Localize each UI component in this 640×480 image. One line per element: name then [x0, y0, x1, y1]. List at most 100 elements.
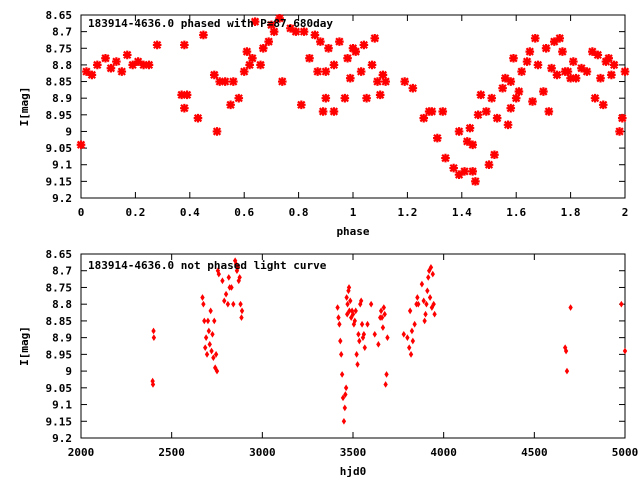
data-point — [423, 310, 428, 318]
plot-frame — [80, 253, 626, 439]
data-point — [379, 314, 385, 321]
data-point — [239, 67, 249, 76]
data-point — [235, 264, 241, 271]
data-point — [343, 391, 348, 398]
data-point — [382, 310, 387, 318]
data-point — [348, 297, 353, 305]
data-point — [203, 334, 209, 341]
data-point — [375, 90, 385, 100]
data-point — [214, 367, 220, 375]
chart-title: 183914-4636.0 phased with P=87.680day — [88, 17, 333, 30]
data-point — [316, 37, 325, 46]
data-point — [588, 47, 597, 56]
x-tick-label: 1.4 — [452, 206, 472, 219]
data-point — [222, 297, 227, 305]
data-point — [101, 53, 110, 63]
y-tick-label: 9.15 — [46, 175, 73, 188]
data-point — [245, 60, 254, 70]
data-point — [376, 340, 381, 348]
data-point — [415, 294, 420, 301]
data-point — [419, 113, 429, 123]
data-point — [498, 83, 507, 93]
data-point — [344, 294, 349, 301]
data-point — [577, 63, 586, 73]
x-tick-label: 3000 — [249, 446, 276, 459]
data-point — [514, 87, 524, 96]
data-point — [380, 324, 386, 331]
data-point — [215, 77, 225, 86]
x-tick-label: 2000 — [68, 446, 95, 459]
data-point — [429, 304, 435, 311]
data-point — [384, 371, 389, 378]
data-point — [571, 73, 581, 83]
data-point — [378, 307, 384, 315]
y-tick-label: 8.8 — [52, 298, 72, 311]
data-point — [381, 304, 387, 311]
data-point — [481, 107, 491, 116]
data-point — [566, 73, 575, 83]
data-point — [356, 67, 366, 76]
data-point — [82, 67, 91, 76]
data-point — [593, 50, 603, 60]
data-point — [213, 364, 218, 372]
data-point — [357, 337, 362, 345]
data-point — [622, 347, 628, 355]
data-point — [321, 67, 331, 76]
y-axis-label: I[mag] — [18, 87, 31, 127]
x-tick-label: 0.4 — [180, 206, 200, 219]
data-point — [345, 300, 350, 308]
y-tick-label: 8.7 — [52, 26, 72, 39]
data-point — [122, 50, 132, 60]
data-point — [250, 17, 260, 26]
data-point — [239, 314, 244, 321]
data-point — [291, 27, 301, 36]
data-point — [335, 304, 340, 311]
data-point — [509, 53, 518, 63]
data-point — [365, 320, 370, 328]
data-point — [405, 334, 410, 341]
data-point — [549, 37, 559, 46]
data-point — [530, 33, 540, 43]
data-point — [522, 57, 532, 66]
data-point — [313, 67, 322, 76]
data-point — [569, 57, 578, 66]
data-point — [229, 284, 234, 291]
data-point — [383, 381, 388, 388]
data-point — [378, 70, 388, 80]
data-point — [558, 47, 567, 56]
data-point — [361, 330, 367, 338]
data-point — [199, 30, 208, 40]
data-point — [310, 30, 320, 40]
data-point — [299, 27, 309, 36]
data-point — [343, 384, 349, 392]
data-point — [208, 307, 213, 315]
data-point — [150, 381, 156, 388]
data-point — [367, 60, 377, 70]
data-point — [201, 300, 206, 308]
data-point — [337, 320, 342, 328]
x-tick-label: 0.8 — [289, 206, 309, 219]
data-point — [544, 107, 554, 116]
data-point — [563, 67, 573, 76]
data-point — [620, 67, 630, 76]
data-point — [487, 93, 497, 103]
y-tick-label: 8.85 — [46, 315, 73, 328]
data-point — [340, 394, 346, 402]
data-point — [177, 90, 186, 100]
x-tick-label: 3500 — [340, 446, 367, 459]
data-point — [359, 320, 365, 328]
data-point — [223, 290, 229, 298]
data-point — [112, 57, 121, 66]
data-point — [407, 307, 413, 315]
data-point — [213, 351, 219, 358]
data-point — [424, 300, 429, 308]
data-point — [205, 317, 211, 325]
data-point — [180, 40, 189, 50]
data-point — [233, 260, 239, 268]
y-tick-label: 9.2 — [52, 192, 72, 205]
data-point — [329, 107, 339, 116]
data-point — [324, 43, 333, 53]
data-point — [563, 347, 569, 355]
data-point — [607, 70, 616, 80]
